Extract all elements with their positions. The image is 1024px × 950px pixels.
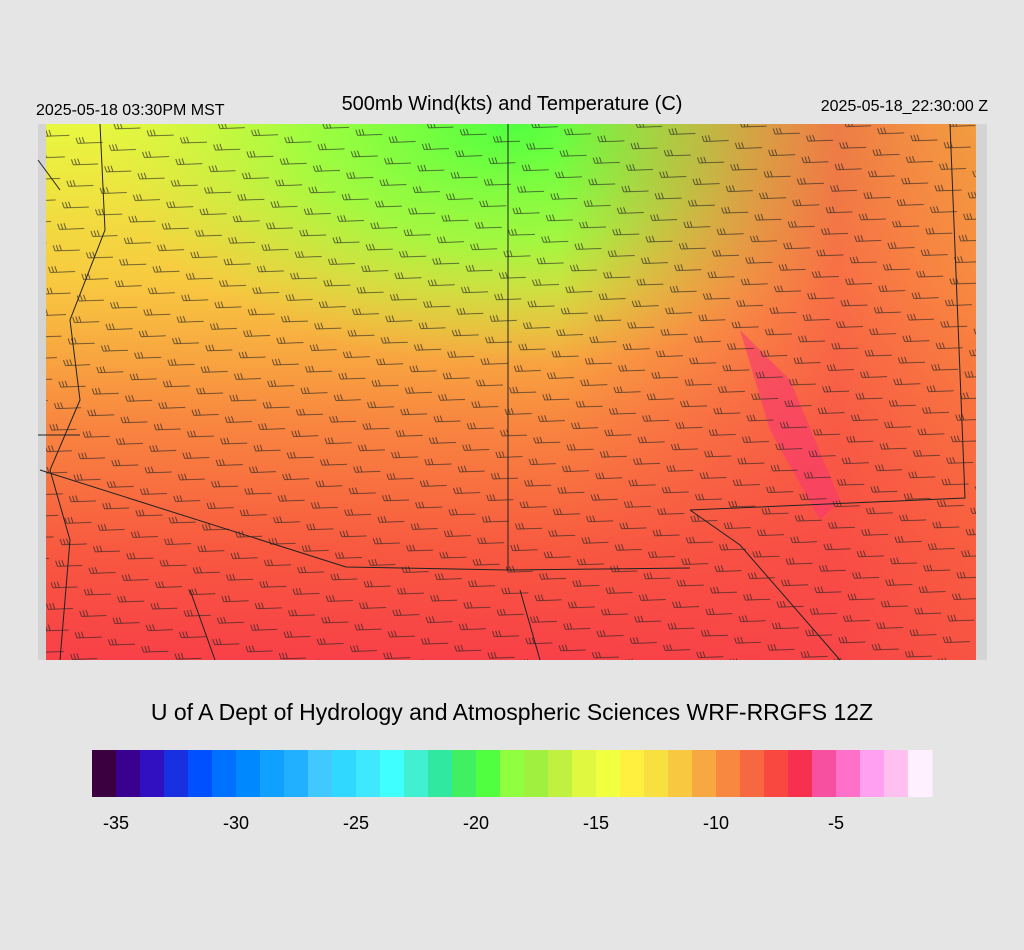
color-segment: [116, 750, 141, 797]
color-segment: [404, 750, 429, 797]
color-segment: [620, 750, 645, 797]
color-segment: [692, 750, 717, 797]
color-segment: [476, 750, 501, 797]
color-segment: [716, 750, 741, 797]
map: [37, 123, 987, 661]
color-segment: [236, 750, 261, 797]
color-segment: [380, 750, 405, 797]
color-segment: [260, 750, 285, 797]
color-segment: [308, 750, 333, 797]
colorbar-tick-label: -20: [463, 813, 489, 833]
color-segment: [740, 750, 765, 797]
colorbar: -35 -30 -25 -20 -15 -10 -5: [92, 750, 933, 833]
color-segment: [596, 750, 621, 797]
valid-time: 2025-05-18_22:30:00 Z: [821, 98, 988, 115]
color-segment: [788, 750, 813, 797]
colorbar-tick-label: -35: [103, 813, 129, 833]
color-segment: [92, 750, 117, 797]
color-segment: [884, 750, 909, 797]
color-segment: [644, 750, 669, 797]
color-segment: [212, 750, 237, 797]
color-segment: [668, 750, 693, 797]
color-segment: [908, 750, 933, 797]
color-segment: [812, 750, 837, 797]
colorbar-tick-label: -5: [828, 813, 844, 833]
color-segment: [164, 750, 189, 797]
color-segment: [548, 750, 573, 797]
colorbar-tick-label: -10: [703, 813, 729, 833]
color-segment: [500, 750, 525, 797]
color-segment: [764, 750, 789, 797]
colorbar-tick-label: -15: [583, 813, 609, 833]
color-segment: [452, 750, 477, 797]
color-segment: [356, 750, 381, 797]
credit: U of A Dept of Hydrology and Atmospheric…: [151, 699, 873, 725]
colorbar-tick-label: -30: [223, 813, 249, 833]
color-segment: [284, 750, 309, 797]
local-time: 2025-05-18 03:30PM MST: [36, 102, 225, 119]
color-segment: [332, 750, 357, 797]
color-segment: [572, 750, 597, 797]
color-segment: [140, 750, 165, 797]
color-segment: [524, 750, 549, 797]
color-segment: [836, 750, 861, 797]
color-segment: [188, 750, 213, 797]
map-title: 500mb Wind(kts) and Temperature (C): [342, 93, 683, 115]
color-segment: [860, 750, 885, 797]
color-segment: [428, 750, 453, 797]
colorbar-tick-label: -25: [343, 813, 369, 833]
